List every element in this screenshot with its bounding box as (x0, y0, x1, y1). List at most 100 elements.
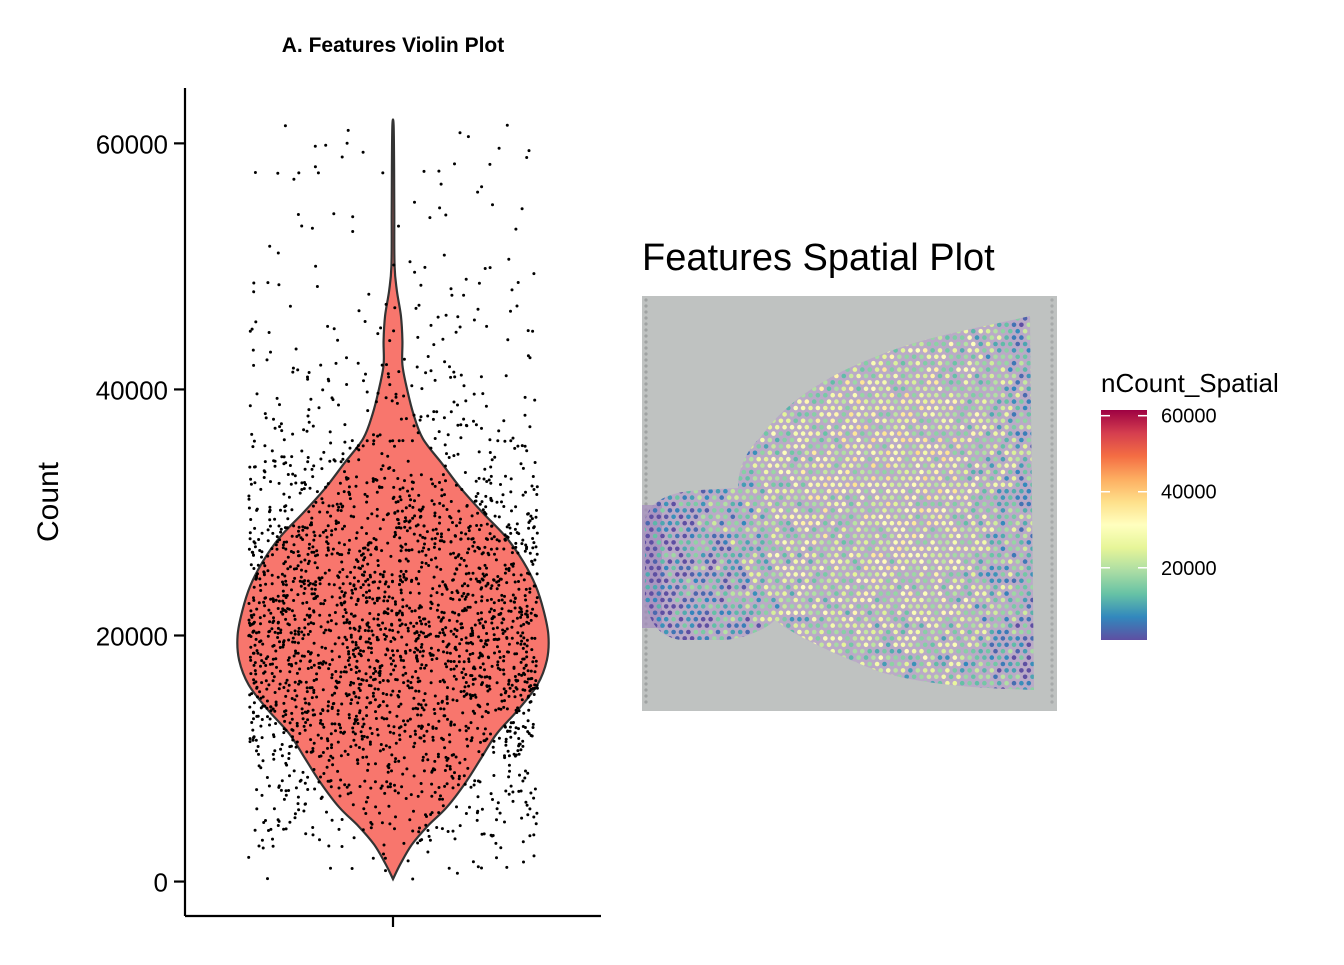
violin-point (331, 658, 334, 661)
fiducial-spot (1050, 616, 1053, 619)
spatial-spot (1023, 355, 1028, 360)
violin-point (326, 737, 329, 740)
spatial-spot (938, 566, 943, 571)
fiducial-spot (1050, 376, 1053, 379)
violin-point (268, 518, 271, 521)
violin-point (493, 740, 496, 743)
spatial-spot (764, 534, 769, 539)
spatial-spot (904, 355, 909, 360)
spatial-spot (993, 380, 998, 385)
spatial-spot (890, 457, 895, 462)
violin-point (374, 547, 377, 550)
violin-point (250, 563, 253, 566)
violin-point (331, 650, 334, 653)
spatial-spot (731, 553, 736, 558)
spatial-spot (701, 566, 706, 571)
spatial-spot (901, 566, 906, 571)
violin-point (359, 653, 362, 656)
spatial-spot (916, 361, 921, 366)
violin-point (491, 203, 494, 206)
spatial-spot (701, 515, 706, 520)
violin-point (366, 796, 369, 799)
spatial-spot (1027, 399, 1032, 404)
spatial-spot (657, 553, 662, 558)
violin-point (367, 548, 370, 551)
violin-point (420, 646, 423, 649)
spatial-spot (775, 476, 780, 481)
violin-point (445, 452, 448, 455)
violin-point (478, 477, 481, 480)
violin-point (252, 678, 255, 681)
spatial-spot (949, 521, 954, 526)
violin-point (441, 593, 444, 596)
violin-point (438, 522, 441, 525)
violin-point (389, 731, 392, 734)
violin-point (256, 649, 259, 652)
violin-point (365, 601, 368, 604)
violin-point (529, 515, 532, 518)
violin-point (383, 633, 386, 636)
violin-point (484, 642, 487, 645)
violin-point (460, 690, 463, 693)
violin-point (321, 388, 324, 391)
spatial-spot (956, 367, 961, 372)
violin-point (388, 595, 391, 598)
violin-point (420, 790, 423, 793)
violin-point (501, 700, 504, 703)
spatial-spot (782, 540, 787, 545)
spatial-spot (812, 540, 817, 545)
spatial-spot (790, 553, 795, 558)
spatial-spot (1001, 521, 1006, 526)
spatial-spot (856, 566, 861, 571)
spatial-spot (945, 451, 950, 456)
spatial-spot (768, 463, 773, 468)
spatial-spot (660, 572, 665, 577)
spatial-spot (790, 451, 795, 456)
spatial-spot (967, 361, 972, 366)
violin-point (339, 675, 342, 678)
violin-point (420, 782, 423, 785)
spatial-spot (956, 572, 961, 577)
violin-point (405, 604, 408, 607)
fiducial-spot (1050, 400, 1053, 403)
violin-point (313, 642, 316, 645)
spatial-spot (853, 406, 858, 411)
violin-point (518, 709, 521, 712)
violin-point (435, 826, 438, 829)
spatial-spot (916, 451, 921, 456)
spatial-spot (790, 425, 795, 430)
violin-point (303, 634, 306, 637)
spatial-spot (956, 431, 961, 436)
fiducial-spot (1050, 340, 1053, 343)
violin-point (493, 633, 496, 636)
violin-point (535, 509, 538, 512)
violin-point (518, 611, 521, 614)
spatial-spot (860, 367, 865, 372)
spatial-spot (797, 425, 802, 430)
spatial-spot (964, 547, 969, 552)
spatial-spot (849, 566, 854, 571)
violin-point (331, 595, 334, 598)
spatial-spot (716, 515, 721, 520)
spatial-spot (756, 559, 761, 564)
violin-point (354, 614, 357, 617)
violin-point (376, 435, 379, 438)
violin-point (249, 624, 252, 627)
spatial-spot (768, 553, 773, 558)
spatial-spot (956, 380, 961, 385)
violin-point (303, 579, 306, 582)
spatial-spot (956, 419, 961, 424)
spatial-spot (908, 438, 913, 443)
violin-point (527, 695, 530, 698)
spatial-spot (860, 393, 865, 398)
spatial-spot (875, 431, 880, 436)
spatial-spot (879, 527, 884, 532)
violin-point (405, 506, 408, 509)
violin-point (298, 627, 301, 630)
violin-point (411, 878, 414, 881)
violin-point (399, 488, 402, 491)
violin-point (526, 639, 529, 642)
violin-point (412, 707, 415, 710)
spatial-spot (753, 515, 758, 520)
violin-point (436, 591, 439, 594)
